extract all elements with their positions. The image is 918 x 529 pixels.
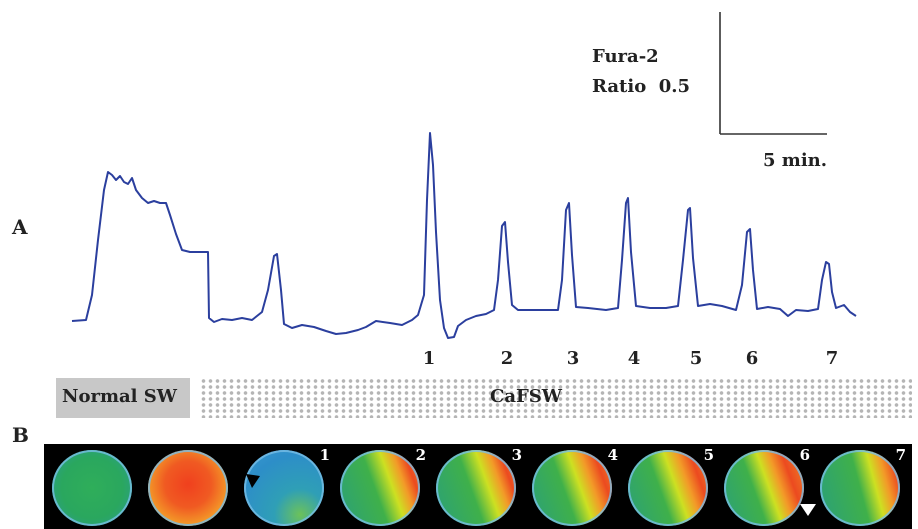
egg-image (628, 450, 708, 526)
frame-number: 4 (607, 446, 618, 464)
frame-4: 3 (428, 444, 524, 529)
scale-bar: Fura-2 Ratio 0.5 5 min. (592, 12, 827, 171)
egg-image (244, 450, 324, 526)
normal-sw-bar: Normal SW (56, 378, 190, 418)
peak-label-2: 2 (501, 348, 514, 369)
peak-labels: 1 2 3 4 5 6 7 (423, 348, 839, 369)
panel-a-label: A (11, 215, 28, 239)
frame-8: 7 (812, 444, 908, 529)
peak-label-3: 3 (567, 348, 580, 369)
scale-bar-y-label-2: Ratio 0.5 (592, 76, 690, 97)
frame-number: 5 (703, 446, 714, 464)
peak-label-1: 1 (423, 348, 436, 369)
frame-number: 3 (511, 446, 522, 464)
ratio-image-strip: 1 2 3 4 5 6 7 (44, 444, 912, 529)
frame-0 (44, 444, 140, 529)
frame-number: 1 (319, 446, 330, 464)
frame-number: 2 (415, 446, 426, 464)
frame-3: 2 (332, 444, 428, 529)
peak-label-6: 6 (746, 348, 759, 369)
cafsw-label: CaFSW (490, 386, 562, 407)
egg-image (52, 450, 132, 526)
peak-label-4: 4 (628, 348, 641, 369)
frame-number: 7 (895, 446, 906, 464)
white-arrowhead-icon (800, 504, 816, 516)
peak-label-7: 7 (826, 348, 839, 369)
egg-image (820, 450, 900, 526)
frame-6: 5 (620, 444, 716, 529)
scale-bar-x-label: 5 min. (763, 150, 827, 171)
egg-image (724, 450, 804, 526)
peak-label-5: 5 (690, 348, 703, 369)
frame-number: 6 (799, 446, 810, 464)
frame-1 (140, 444, 236, 529)
normal-sw-label: Normal SW (62, 386, 177, 407)
scale-bar-y-label-1: Fura-2 (592, 46, 659, 67)
egg-image (148, 450, 228, 526)
frame-2: 1 (236, 444, 332, 529)
fura2-ratio-trace (71, 132, 857, 339)
egg-image (340, 450, 420, 526)
frame-5: 4 (524, 444, 620, 529)
egg-image (532, 450, 612, 526)
frame-7: 6 (716, 444, 816, 529)
cafsw-bar: CaFSW (200, 378, 912, 418)
egg-image (436, 450, 516, 526)
black-arrowhead-icon (246, 474, 260, 488)
panel-b-label: B (12, 423, 29, 447)
